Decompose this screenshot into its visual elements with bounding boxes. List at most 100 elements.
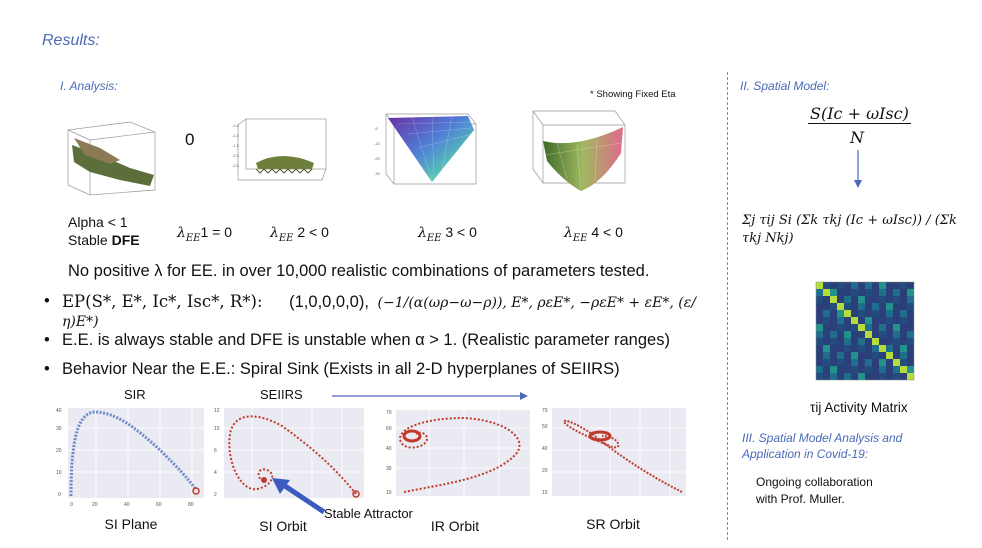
heatmap-cell xyxy=(865,366,872,373)
spatial-analysis-title-line-2: Application in Covid-19: xyxy=(742,447,869,461)
heatmap-cell xyxy=(851,324,858,331)
no-positive-text: No positive λ for EE. in over 10,000 rea… xyxy=(68,262,650,280)
heatmap-cell xyxy=(907,303,914,310)
heatmap-cell xyxy=(879,352,886,359)
heatmap-cell xyxy=(872,317,879,324)
heatmap-cell xyxy=(823,303,830,310)
fixed-eta-note: * Showing Fixed Eta xyxy=(590,89,676,100)
heatmap-cell xyxy=(837,282,844,289)
heatmap-cell xyxy=(907,296,914,303)
heatmap-cell xyxy=(830,317,837,324)
stable-attractor-arrow xyxy=(272,478,326,515)
ep-value-1: (1,0,0,0,0), xyxy=(289,293,369,311)
sir-label: SIR xyxy=(124,387,146,402)
svg-text:0: 0 xyxy=(70,502,73,508)
heatmap-cell xyxy=(858,324,865,331)
heatmap-cell xyxy=(886,331,893,338)
heatmap-cell xyxy=(837,310,844,317)
heatmap-cell xyxy=(886,366,893,373)
heatmap-cell xyxy=(851,373,858,380)
heatmap-cell xyxy=(893,289,900,296)
activity-matrix xyxy=(802,268,922,388)
svg-text:-0.5: -0.5 xyxy=(232,123,240,128)
heatmap-cell xyxy=(872,282,879,289)
heatmap-cell xyxy=(851,338,858,345)
svg-text:10: 10 xyxy=(386,490,392,496)
heatmap-cell xyxy=(879,289,886,296)
heatmap-cell xyxy=(830,296,837,303)
heatmap-cell xyxy=(865,310,872,317)
heatmap-cell xyxy=(879,324,886,331)
heatmap-cell xyxy=(886,310,893,317)
svg-text:70: 70 xyxy=(386,410,392,416)
spatial-sum-formula: Σj τij Si (Σk τkj (Ic + ωIsc)) / (Σk τkj… xyxy=(742,213,957,246)
heatmap-cell xyxy=(865,289,872,296)
analysis-title: I. Analysis: xyxy=(60,79,118,93)
heatmap-cell xyxy=(851,282,858,289)
heatmap-cell xyxy=(823,324,830,331)
heatmap-cell xyxy=(865,296,872,303)
heatmap-cell xyxy=(907,359,914,366)
svg-text:60: 60 xyxy=(386,426,392,432)
si-orbit-plot: 2 4 6 10 12 xyxy=(214,408,364,498)
heatmap-cell xyxy=(893,310,900,317)
heatmap-cell xyxy=(851,303,858,310)
heatmap-cell xyxy=(893,345,900,352)
heatmap-cell xyxy=(900,310,907,317)
svg-text:20: 20 xyxy=(542,468,548,474)
seiirs-arrow xyxy=(332,392,528,400)
heatmap-cell xyxy=(858,338,865,345)
heatmap-cell xyxy=(830,324,837,331)
heatmap-cell xyxy=(879,282,886,289)
zero-label: 0 xyxy=(185,130,195,149)
lambda-subscript: EE xyxy=(185,232,201,244)
lambda-value-2: 2 < 0 xyxy=(297,224,329,240)
heatmap-cell xyxy=(886,324,893,331)
heatmap-cell xyxy=(865,324,872,331)
heatmap-cell xyxy=(886,345,893,352)
heatmap-cell xyxy=(844,345,851,352)
vertical-divider xyxy=(727,72,728,540)
svg-text:40: 40 xyxy=(124,502,130,508)
heatmap-cell xyxy=(865,317,872,324)
heatmap-cell xyxy=(816,282,823,289)
sr-orbit-caption: SR Orbit xyxy=(586,516,640,532)
heatmap-cell xyxy=(816,317,823,324)
lambda-symbol: λ xyxy=(564,225,573,241)
heatmap-cell xyxy=(816,289,823,296)
heatmap-cell xyxy=(872,338,879,345)
lambda-label-1: λEE1 = 0 xyxy=(177,224,232,244)
heatmap-cell xyxy=(879,345,886,352)
heatmap-cell xyxy=(830,373,837,380)
heatmap-cell xyxy=(893,296,900,303)
heatmap-cell xyxy=(907,373,914,380)
heatmap-cell xyxy=(907,310,914,317)
svg-text:40: 40 xyxy=(542,446,548,452)
heatmap-cell xyxy=(851,310,858,317)
heatmap-cell xyxy=(893,359,900,366)
heatmap-cell xyxy=(893,317,900,324)
heatmap-cell xyxy=(816,359,823,366)
collab-line-1: Ongoing collaboration xyxy=(756,475,873,489)
svg-text:20: 20 xyxy=(92,502,98,508)
heatmap-cell xyxy=(837,345,844,352)
collaboration-text: Ongoing collaboration with Prof. Muller. xyxy=(756,474,873,508)
eigen-plot-1 xyxy=(67,121,156,196)
heatmap-cell xyxy=(893,324,900,331)
heatmap-cell xyxy=(872,303,879,310)
svg-text:-2.5: -2.5 xyxy=(232,163,240,168)
heatmap-cell xyxy=(844,373,851,380)
spatial-model-title: II. Spatial Model: xyxy=(740,79,830,93)
heatmap-cell xyxy=(858,331,865,338)
svg-text:10: 10 xyxy=(214,426,220,432)
heatmap-cell xyxy=(816,296,823,303)
heatmap-cell xyxy=(823,359,830,366)
svg-text:10: 10 xyxy=(542,490,548,496)
heatmap-cell xyxy=(893,373,900,380)
heatmap-cell xyxy=(823,331,830,338)
heatmap-cell xyxy=(893,352,900,359)
heatmap-cell xyxy=(858,317,865,324)
heatmap-cell xyxy=(865,352,872,359)
heatmap-cell xyxy=(900,324,907,331)
heatmap-cell xyxy=(886,317,893,324)
